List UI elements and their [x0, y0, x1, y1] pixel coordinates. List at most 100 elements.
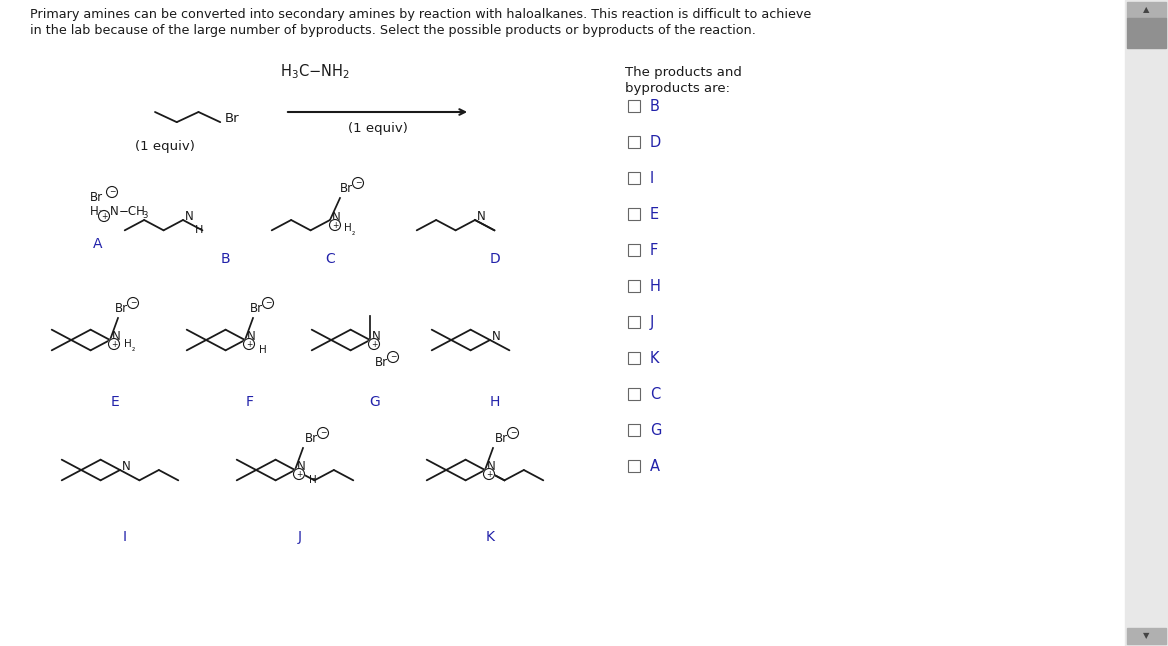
Text: N: N	[110, 205, 119, 218]
Text: +: +	[332, 220, 339, 229]
Text: N: N	[121, 459, 131, 472]
Circle shape	[388, 351, 398, 362]
Text: G: G	[369, 395, 381, 409]
Text: −: −	[109, 187, 116, 196]
Text: +: +	[111, 340, 117, 348]
Text: I: I	[651, 171, 654, 185]
Bar	[628, 244, 640, 256]
Text: E: E	[111, 395, 119, 409]
Bar	[628, 316, 640, 328]
Text: K: K	[486, 530, 494, 544]
Circle shape	[318, 428, 328, 439]
Circle shape	[127, 298, 139, 309]
Text: K: K	[651, 351, 660, 366]
Circle shape	[98, 211, 110, 222]
Text: −: −	[355, 178, 361, 187]
Text: N: N	[371, 329, 381, 342]
Text: +: +	[296, 470, 303, 479]
Text: +: +	[370, 340, 377, 348]
Text: H: H	[489, 395, 500, 409]
Text: −: −	[390, 353, 396, 362]
Text: A: A	[651, 459, 660, 474]
Text: in the lab because of the large number of byproducts. Select the possible produc: in the lab because of the large number o…	[30, 24, 756, 37]
Bar	[628, 424, 640, 436]
Text: D: D	[489, 252, 500, 266]
Text: −: −	[130, 298, 137, 307]
Text: N: N	[477, 209, 486, 222]
Text: H: H	[345, 223, 352, 233]
Bar	[628, 100, 640, 112]
Text: C: C	[325, 252, 335, 266]
Text: B: B	[651, 98, 660, 114]
Text: H$_3$C$-$NH$_2$: H$_3$C$-$NH$_2$	[280, 62, 349, 81]
Text: N: N	[487, 459, 495, 472]
Bar	[1127, 2, 1166, 18]
Text: N: N	[246, 329, 256, 342]
Text: H: H	[259, 345, 266, 355]
Bar	[628, 172, 640, 184]
Text: Br: Br	[375, 355, 388, 368]
Text: F: F	[651, 242, 659, 258]
Bar	[1125, 0, 1168, 646]
Circle shape	[243, 339, 255, 349]
Text: +: +	[245, 340, 252, 348]
Text: D: D	[651, 134, 661, 149]
Text: ▼: ▼	[1142, 632, 1149, 640]
Circle shape	[368, 339, 380, 349]
Text: N: N	[112, 329, 120, 342]
Text: Br: Br	[90, 191, 103, 203]
Text: H: H	[195, 225, 203, 235]
Circle shape	[508, 428, 519, 439]
Text: A: A	[93, 237, 103, 251]
Text: B: B	[221, 252, 230, 266]
Text: H: H	[90, 205, 99, 218]
Text: I: I	[123, 530, 127, 544]
Circle shape	[263, 298, 273, 309]
Text: G: G	[651, 422, 661, 437]
Bar	[628, 352, 640, 364]
Text: Br: Br	[224, 112, 239, 125]
Text: ₃: ₃	[99, 207, 103, 216]
Circle shape	[484, 468, 494, 479]
Text: N: N	[297, 459, 306, 472]
Bar	[1127, 18, 1166, 48]
Text: Br: Br	[340, 182, 353, 194]
Text: (1 equiv): (1 equiv)	[135, 140, 195, 153]
Text: −: −	[320, 428, 326, 437]
Text: ₂: ₂	[132, 344, 135, 353]
Circle shape	[353, 178, 363, 189]
Bar	[628, 136, 640, 148]
Bar	[628, 388, 640, 400]
Text: C: C	[651, 386, 660, 402]
Text: F: F	[246, 395, 253, 409]
Text: E: E	[651, 207, 659, 222]
Circle shape	[293, 468, 305, 479]
Circle shape	[106, 187, 118, 198]
Bar	[628, 208, 640, 220]
Text: ▲: ▲	[1142, 6, 1149, 14]
Text: J: J	[651, 315, 654, 329]
Text: byproducts are:: byproducts are:	[625, 82, 730, 95]
Text: Primary amines can be converted into secondary amines by reaction with haloalkan: Primary amines can be converted into sec…	[30, 8, 812, 21]
Text: −: −	[265, 298, 271, 307]
Text: The products and: The products and	[625, 66, 742, 79]
Text: J: J	[298, 530, 303, 544]
Text: N: N	[332, 211, 341, 224]
Bar	[628, 280, 640, 292]
Text: Br: Br	[495, 432, 508, 444]
Text: (1 equiv): (1 equiv)	[348, 122, 408, 135]
Text: −CH: −CH	[119, 205, 146, 218]
Bar	[628, 460, 640, 472]
Text: −: −	[509, 428, 516, 437]
Text: H: H	[124, 339, 132, 349]
Circle shape	[109, 339, 119, 349]
Text: H: H	[310, 475, 317, 485]
Text: N: N	[185, 209, 194, 222]
Circle shape	[329, 220, 341, 231]
Text: Br: Br	[114, 302, 128, 315]
Text: Br: Br	[305, 432, 318, 444]
Text: +: +	[486, 470, 492, 479]
Text: 3: 3	[142, 211, 147, 220]
Text: N: N	[492, 329, 501, 342]
Text: +: +	[100, 211, 107, 220]
